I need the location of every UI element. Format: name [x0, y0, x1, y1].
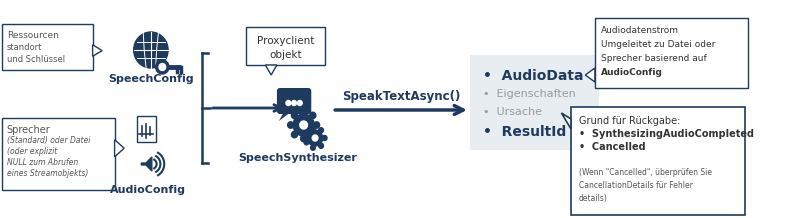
Text: Sprecher basierend auf: Sprecher basierend auf	[601, 54, 707, 63]
Circle shape	[159, 63, 166, 70]
Circle shape	[318, 128, 323, 133]
Circle shape	[134, 32, 168, 68]
Circle shape	[307, 130, 323, 146]
Polygon shape	[115, 140, 124, 157]
Text: SpeechSynthesizer: SpeechSynthesizer	[238, 153, 358, 163]
Text: (Standard) oder Datei: (Standard) oder Datei	[7, 136, 90, 145]
Text: Grund für Rückgabe:: Grund für Rückgabe:	[578, 116, 680, 126]
Circle shape	[156, 60, 169, 74]
Circle shape	[292, 131, 298, 138]
Circle shape	[286, 100, 291, 106]
Text: Sprecher: Sprecher	[7, 125, 50, 135]
Circle shape	[300, 135, 307, 142]
Text: eines Streamobjekts): eines Streamobjekts)	[7, 169, 88, 178]
Text: CancellationDetails für Fehler: CancellationDetails für Fehler	[578, 181, 692, 190]
Polygon shape	[266, 65, 277, 75]
FancyBboxPatch shape	[571, 107, 745, 215]
Circle shape	[314, 122, 320, 128]
Text: •  Eigenschaften: • Eigenschaften	[483, 89, 576, 99]
FancyBboxPatch shape	[246, 27, 325, 65]
Circle shape	[310, 112, 316, 119]
Text: SpeakTextAsync(): SpeakTextAsync()	[342, 90, 461, 103]
Text: Audiodatenstrom: Audiodatenstrom	[601, 26, 678, 35]
Text: standort: standort	[7, 43, 42, 52]
Text: (oder explizit: (oder explizit	[7, 147, 57, 156]
FancyBboxPatch shape	[470, 55, 599, 150]
Text: und Schlüssel: und Schlüssel	[7, 55, 64, 64]
Text: •  AudioData: • AudioData	[483, 69, 584, 83]
Circle shape	[288, 122, 294, 128]
Circle shape	[318, 143, 323, 148]
Circle shape	[297, 100, 302, 106]
Circle shape	[304, 131, 309, 136]
Text: details): details)	[578, 194, 608, 203]
Circle shape	[304, 140, 309, 145]
FancyBboxPatch shape	[277, 88, 311, 114]
Polygon shape	[279, 111, 292, 121]
Circle shape	[310, 126, 315, 131]
Text: NULL zum Abrufen: NULL zum Abrufen	[7, 158, 78, 167]
Polygon shape	[141, 157, 152, 171]
Circle shape	[293, 114, 314, 136]
Text: SpeechConfig: SpeechConfig	[108, 74, 193, 84]
FancyBboxPatch shape	[137, 116, 156, 142]
Circle shape	[322, 136, 327, 140]
Polygon shape	[586, 68, 595, 82]
Text: Ressourcen: Ressourcen	[7, 31, 59, 40]
FancyBboxPatch shape	[2, 118, 115, 190]
Text: Umgeleitet zu Datei oder: Umgeleitet zu Datei oder	[601, 40, 715, 49]
Text: •  Cancelled: • Cancelled	[578, 142, 645, 152]
Circle shape	[310, 131, 316, 138]
Text: AudioConfig: AudioConfig	[110, 185, 186, 195]
Text: •  ResultId: • ResultId	[483, 125, 567, 139]
Circle shape	[310, 145, 315, 150]
Circle shape	[299, 121, 307, 129]
Text: Proxyclient: Proxyclient	[257, 36, 314, 46]
Text: objekt: objekt	[269, 50, 302, 60]
Text: •  SynthesizingAudioCompleted: • SynthesizingAudioCompleted	[578, 129, 754, 139]
Circle shape	[312, 135, 318, 141]
FancyBboxPatch shape	[595, 18, 747, 88]
Polygon shape	[561, 113, 571, 129]
Text: •  Ursache: • Ursache	[483, 107, 542, 117]
Circle shape	[292, 100, 296, 106]
Circle shape	[300, 108, 307, 115]
Text: AudioConfig: AudioConfig	[601, 68, 663, 77]
Circle shape	[292, 112, 298, 119]
FancyBboxPatch shape	[2, 24, 93, 70]
Text: (Wenn "Cancelled", überprüfen Sie: (Wenn "Cancelled", überprüfen Sie	[578, 168, 711, 177]
Polygon shape	[93, 45, 102, 56]
